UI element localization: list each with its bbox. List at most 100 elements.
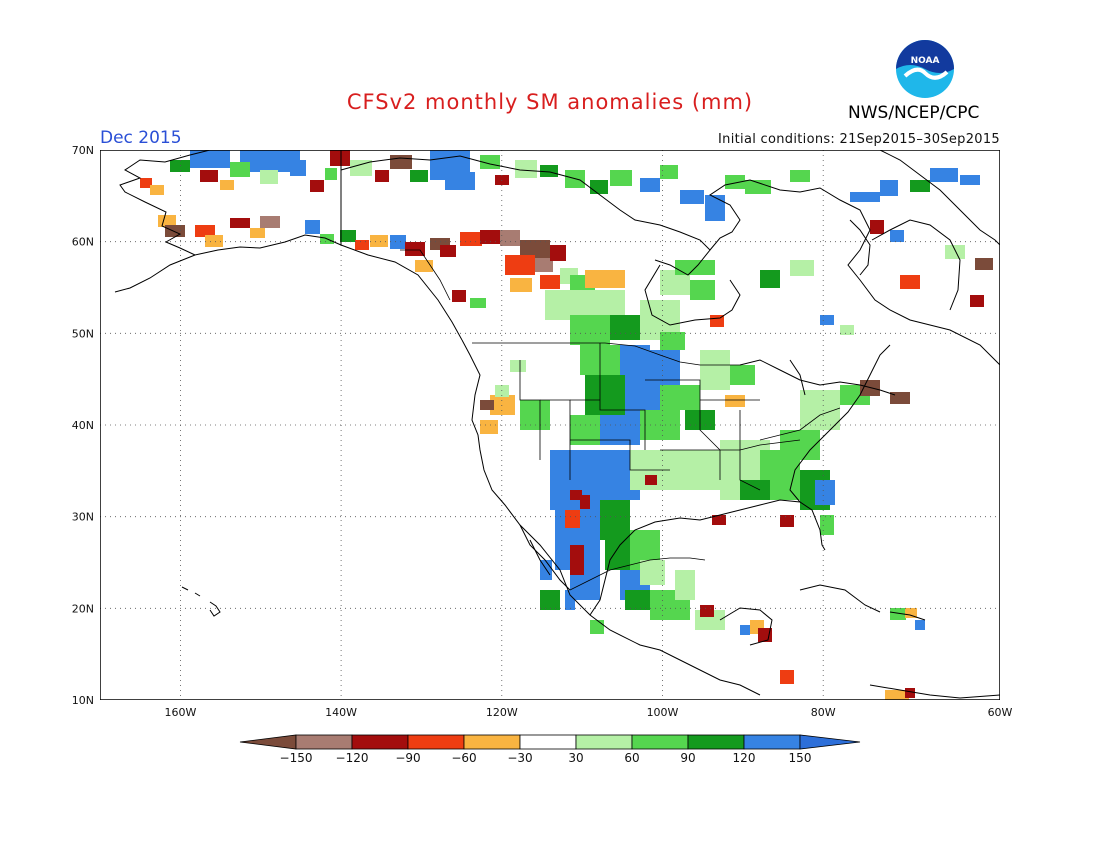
anomaly-cell <box>540 590 560 610</box>
anomaly-cell <box>680 190 704 204</box>
anomaly-cell <box>140 178 152 188</box>
logo-text: NOAA <box>911 56 940 66</box>
anomaly-cell <box>740 625 750 635</box>
anomaly-cell <box>390 155 412 169</box>
colorbar-swatch <box>351 734 409 750</box>
colorbar-label: −90 <box>395 751 420 765</box>
lon-label: 120W <box>486 706 518 719</box>
anomaly-cell <box>565 590 575 610</box>
anomaly-cell <box>705 195 725 221</box>
colorbar: −150 −120 −90 −60 −30 30 60 90 120 150 <box>239 734 861 765</box>
anomaly-cell <box>890 230 904 242</box>
anomaly-cell <box>640 560 665 585</box>
anomaly-cell <box>725 395 745 407</box>
anomaly-cell <box>975 258 993 270</box>
anomaly-cell <box>390 235 406 249</box>
anomaly-cell <box>190 150 230 168</box>
anomaly-cell <box>660 385 700 410</box>
colorbar-label: 120 <box>733 751 756 765</box>
anomaly-cell <box>570 490 582 500</box>
anomaly-cell <box>680 450 720 490</box>
anomaly-cell <box>780 430 820 460</box>
colorbar-swatch <box>407 734 465 750</box>
anomaly-cell <box>470 298 486 308</box>
anomaly-map <box>100 150 1000 700</box>
anomaly-cell <box>600 415 640 445</box>
anomaly-cell <box>405 242 425 256</box>
forecast-month: Dec 2015 <box>100 128 182 148</box>
anomaly-cell <box>165 225 185 237</box>
anomaly-cell <box>880 180 898 196</box>
anomaly-cell <box>780 670 794 684</box>
lon-label: 80W <box>811 706 836 719</box>
anomaly-cell <box>590 180 608 194</box>
anomaly-cell <box>870 220 884 234</box>
lat-label: 50N <box>72 327 94 340</box>
anomaly-cell <box>905 608 917 618</box>
political-boundaries <box>400 249 841 591</box>
anomaly-cell <box>760 270 780 288</box>
colorbar-label: −120 <box>336 751 369 765</box>
anomaly-cell <box>490 395 515 415</box>
anomaly-cell <box>900 275 920 289</box>
anomaly-cell <box>570 545 584 575</box>
anomaly-cell <box>550 245 566 261</box>
colorbar-label: −30 <box>507 751 532 765</box>
anomaly-cell <box>840 325 854 335</box>
colorbar-label: 60 <box>624 751 639 765</box>
anomaly-cell <box>585 270 625 288</box>
lon-label: 160W <box>164 706 196 719</box>
colorbar-swatch <box>463 734 521 750</box>
anomaly-cell <box>915 620 925 630</box>
anomaly-cell <box>200 170 218 182</box>
anomaly-cell <box>745 180 771 194</box>
anomaly-cell <box>625 590 655 610</box>
agency-label: NWS/NCEP/CPC <box>848 103 980 123</box>
anomaly-cell <box>590 620 604 634</box>
anomaly-cell <box>305 220 320 234</box>
anomaly-cell <box>790 170 810 182</box>
anomaly-cell <box>325 168 337 180</box>
anomaly-cell <box>260 170 278 184</box>
anomaly-cell <box>905 688 915 698</box>
anomaly-cell <box>290 160 306 176</box>
lon-label: 140W <box>325 706 357 719</box>
colorbar-label: −60 <box>451 751 476 765</box>
anomaly-cell <box>452 290 466 302</box>
colorbar-label: 30 <box>568 751 583 765</box>
anomaly-cell <box>250 228 265 238</box>
anomaly-cell <box>970 295 984 307</box>
anomaly-cell <box>540 165 558 177</box>
anomaly-cell <box>375 170 389 182</box>
anomaly-cell <box>355 240 369 250</box>
anomaly-cell <box>780 515 794 527</box>
initial-conditions: Initial conditions: 21Sep2015–30Sep2015 <box>718 132 1000 147</box>
anomaly-cell <box>585 375 625 415</box>
anomaly-cell <box>535 258 553 272</box>
anomaly-cell <box>960 175 980 185</box>
anomaly-cell <box>500 230 520 246</box>
anomaly-cell <box>350 160 372 176</box>
anomaly-cell <box>700 605 714 617</box>
anomaly-cell <box>600 500 630 540</box>
anomaly-cell <box>220 180 234 190</box>
anomaly-cell <box>570 415 600 445</box>
anomaly-cell <box>480 230 506 244</box>
anomaly-cell <box>820 515 834 535</box>
anomaly-cell <box>310 180 324 192</box>
anomaly-cell <box>480 420 498 434</box>
anomaly-cell <box>640 178 660 192</box>
anomaly-cell <box>740 480 770 500</box>
colorbar-swatch <box>687 734 745 750</box>
anomaly-cell <box>240 150 300 172</box>
anomaly-cell <box>725 175 745 189</box>
anomaly-cell <box>675 570 695 600</box>
colorbar-arrow-left <box>239 734 297 750</box>
lat-label: 30N <box>72 511 94 524</box>
grid-lines <box>100 150 1000 700</box>
anomaly-cell <box>610 170 632 186</box>
anomaly-cell <box>410 170 428 182</box>
anomaly-cell <box>660 332 685 350</box>
anomaly-cell <box>910 180 930 192</box>
lat-label: 60N <box>72 236 94 249</box>
